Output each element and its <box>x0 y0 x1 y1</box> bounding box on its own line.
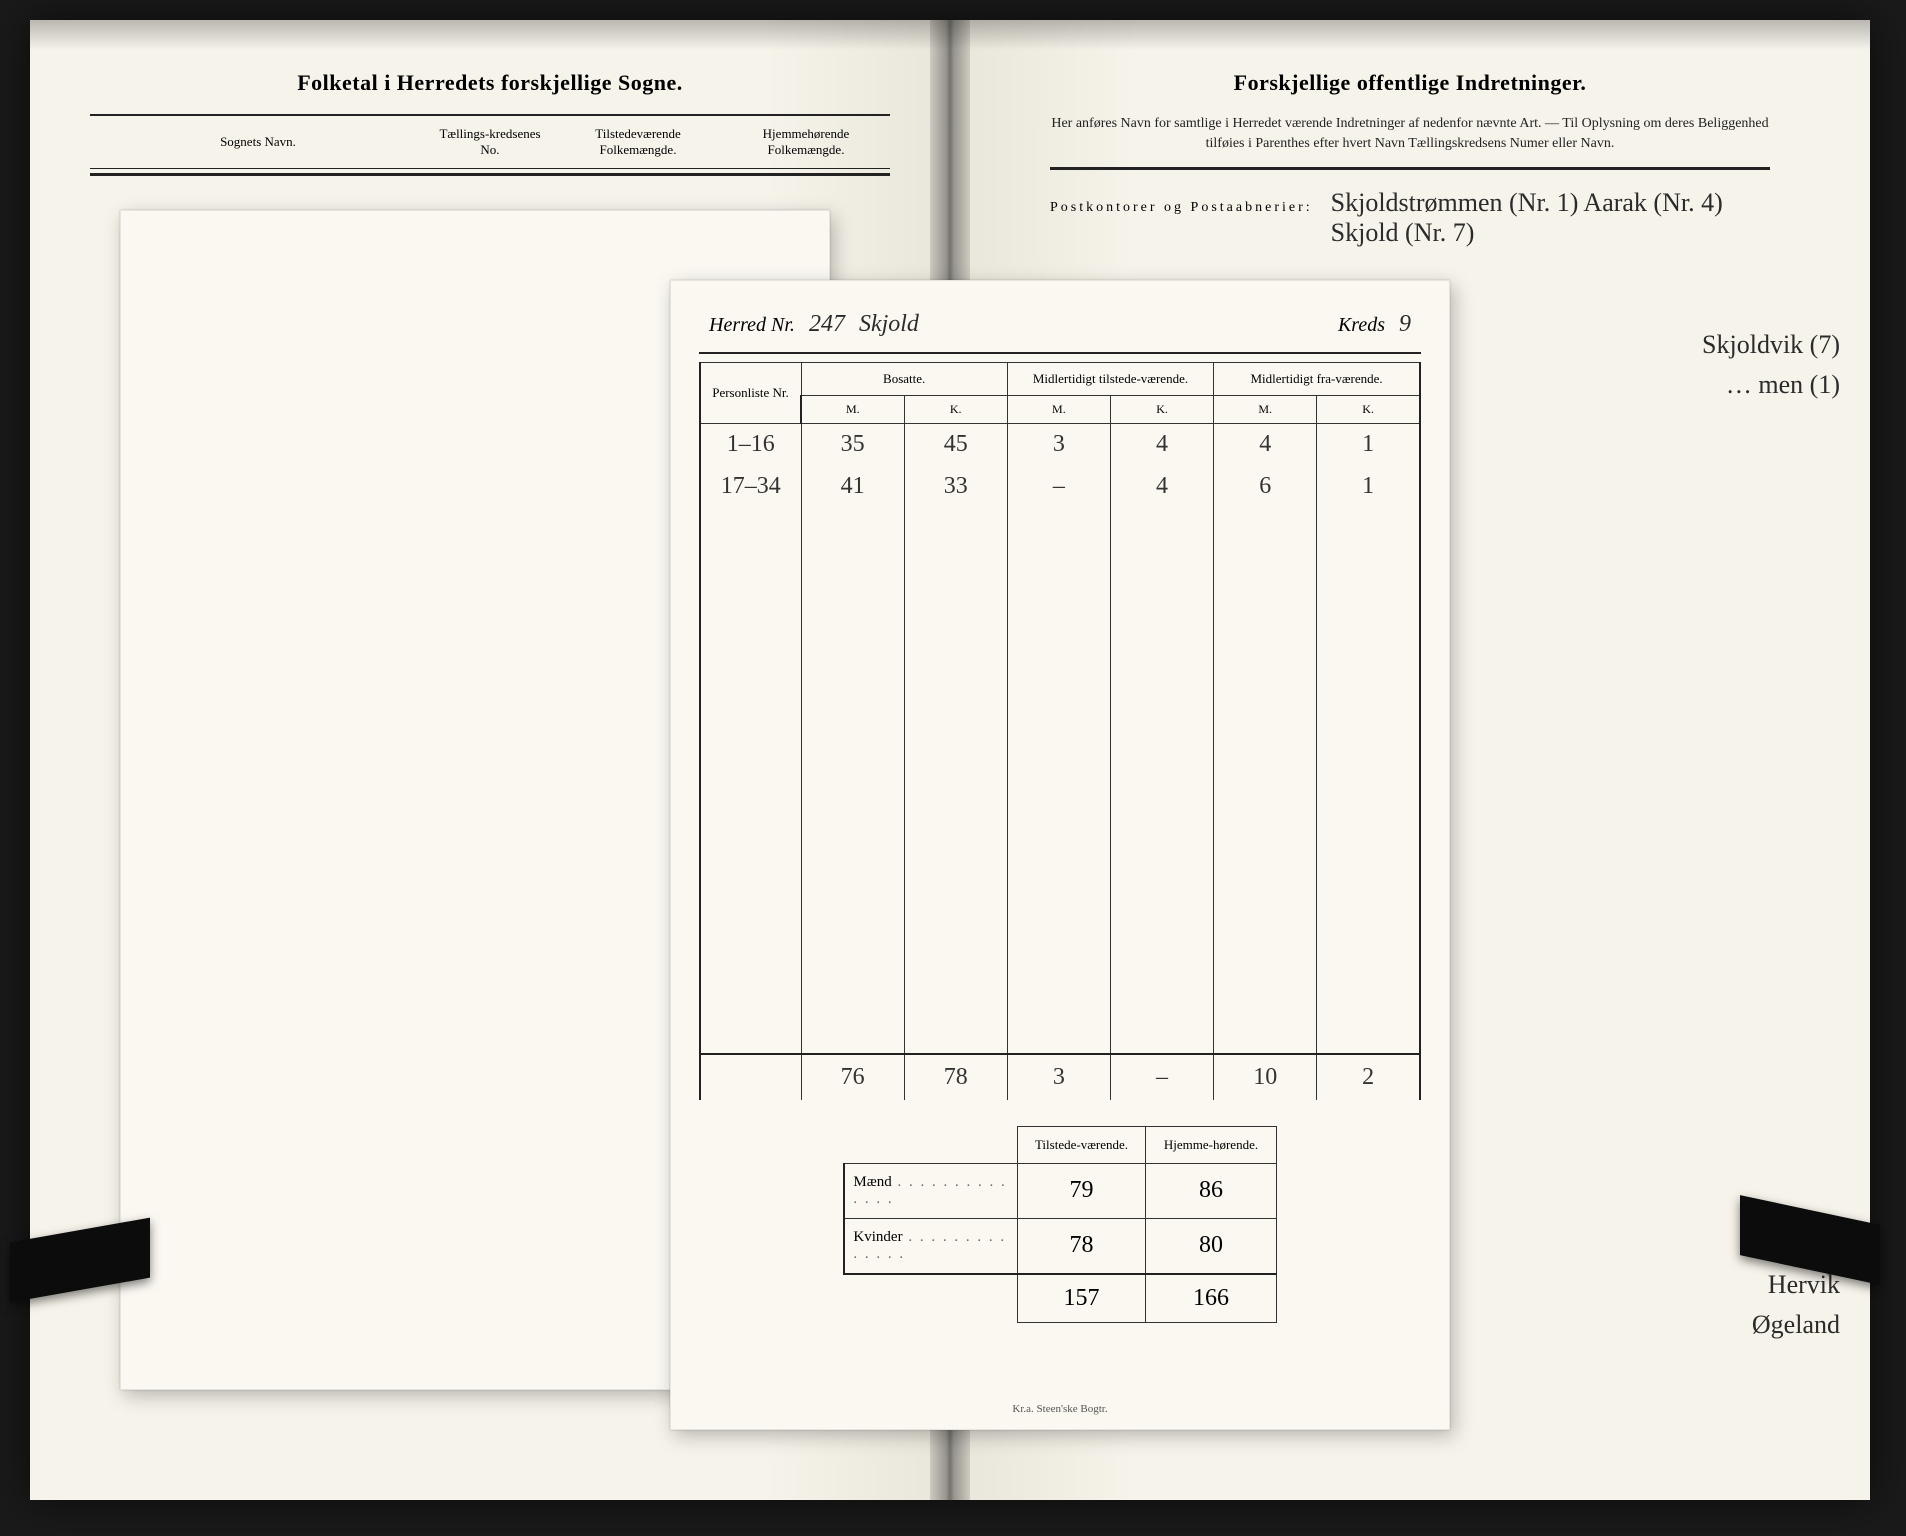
margin-note-d: Øgeland <box>1752 1310 1840 1340</box>
table-row: 1–16 35 45 3 4 4 1 <box>700 424 1420 466</box>
margin-note-b: … men (1) <box>1726 370 1840 400</box>
th-m: M. <box>1007 396 1110 424</box>
cell: – <box>1007 466 1110 508</box>
th-person: Personliste Nr. <box>700 363 801 424</box>
cell: 4 <box>1110 466 1213 508</box>
kvinder-label: Kvinder <box>853 1229 1006 1262</box>
cell: 86 <box>1146 1163 1276 1218</box>
th-m: M. <box>801 396 904 424</box>
cell: 41 <box>801 466 904 508</box>
cell: 166 <box>1146 1274 1276 1323</box>
left-page-title: Folketal i Herredets forskjellige Sogne. <box>90 70 890 96</box>
cell: 3 <box>1007 424 1110 466</box>
table-row <box>700 592 1420 634</box>
th-fra: Midlertidigt fra-værende. <box>1214 363 1420 396</box>
kreds-label: Kreds <box>1338 314 1385 337</box>
col-kreds-no: Tællings-kredsenes No. <box>426 115 554 169</box>
table-row <box>700 508 1420 550</box>
cell: 80 <box>1146 1218 1276 1274</box>
cell: 76 <box>801 1054 904 1100</box>
totals-row: 76 78 3 – 10 2 <box>700 1054 1420 1100</box>
table-row <box>700 802 1420 844</box>
post-label: Postkontorer og Postaabnerier: <box>1050 200 1313 216</box>
cell: 1–16 <box>700 424 801 466</box>
open-book: Folketal i Herredets forskjellige Sogne.… <box>30 20 1870 1500</box>
cell: 10 <box>1214 1054 1317 1100</box>
cell: – <box>1110 1054 1213 1100</box>
herred-nr: 247 <box>809 311 845 338</box>
cell: 45 <box>904 424 1007 466</box>
right-intro: Her anføres Navn for samtlige i Herredet… <box>1050 114 1770 153</box>
table-row <box>700 760 1420 802</box>
th-k: K. <box>1317 396 1420 424</box>
col-hjemme: Hjemmehørende Folkemængde. <box>722 115 890 169</box>
kreds-nr: 9 <box>1399 311 1411 338</box>
table-row <box>700 550 1420 592</box>
left-header-table: Sognets Navn. Tællings-kredsenes No. Til… <box>90 114 890 169</box>
col-sogn: Sognets Navn. <box>90 115 426 169</box>
cell: 157 <box>1017 1274 1146 1323</box>
table-row <box>700 718 1420 760</box>
table-row <box>700 970 1420 1012</box>
th-k: K. <box>1110 396 1213 424</box>
table-row <box>700 844 1420 886</box>
table-row <box>700 634 1420 676</box>
summary-row: Mænd 79 86 <box>844 1163 1276 1218</box>
printer-credit: Kr.a. Steen'ske Bogtr. <box>1012 1403 1107 1415</box>
cell: 2 <box>1317 1054 1420 1100</box>
margin-note-a: Skjoldvik (7) <box>1702 330 1840 360</box>
maend-label: Mænd <box>853 1174 1006 1207</box>
th-m: M. <box>1214 396 1317 424</box>
rule <box>90 173 890 176</box>
worksheet-header: Herred Nr. 247 Skjold Kreds 9 <box>699 311 1421 354</box>
summary-row: Kvinder 78 80 <box>844 1218 1276 1274</box>
cell: 17–34 <box>700 466 801 508</box>
cell: 78 <box>1017 1218 1146 1274</box>
right-page-title: Forskjellige offentlige Indretninger. <box>1010 70 1810 96</box>
margin-note-c: Hervik <box>1768 1270 1840 1300</box>
post-value-1: Skjoldstrømmen (Nr. 1) Aarak (Nr. 4) <box>1331 188 1770 218</box>
table-row: 17–34 41 33 – 4 6 1 <box>700 466 1420 508</box>
table-row <box>700 676 1420 718</box>
cell: 35 <box>801 424 904 466</box>
cell: 4 <box>1110 424 1213 466</box>
cell: 3 <box>1007 1054 1110 1100</box>
table-row <box>700 928 1420 970</box>
cell: 78 <box>904 1054 1007 1100</box>
cell: 79 <box>1017 1163 1146 1218</box>
table-row <box>700 1012 1420 1054</box>
post-value-2: Skjold (Nr. 7) <box>1331 218 1770 248</box>
herred-name: Skjold <box>859 311 919 338</box>
col-tilstede: Tilstedeværende Folkemængde. <box>554 115 722 169</box>
herred-label: Herred Nr. <box>709 314 795 337</box>
shadow <box>30 20 1870 50</box>
table-row <box>700 886 1420 928</box>
rule <box>1050 167 1770 170</box>
th-k: K. <box>904 396 1007 424</box>
cell: 4 <box>1214 424 1317 466</box>
cell: 1 <box>1317 466 1420 508</box>
summary-table: Tilstede-værende. Hjemme-hørende. Mænd 7… <box>843 1126 1276 1323</box>
th-tilstede: Midlertidigt tilstede-værende. <box>1007 363 1213 396</box>
sum-col-hjemme: Hjemme-hørende. <box>1146 1126 1276 1163</box>
worksheet-table: Personliste Nr. Bosatte. Midlertidigt ti… <box>699 362 1421 1100</box>
sum-col-tilstede: Tilstede-værende. <box>1017 1126 1146 1163</box>
worksheet-sheet: Herred Nr. 247 Skjold Kreds 9 Personlist… <box>670 280 1450 1430</box>
cell: 6 <box>1214 466 1317 508</box>
post-field: Postkontorer og Postaabnerier: Skjoldstr… <box>1050 188 1770 248</box>
th-bosatte: Bosatte. <box>801 363 1007 396</box>
cell: 33 <box>904 466 1007 508</box>
summary-total-row: 157 166 <box>844 1274 1276 1323</box>
cell: 1 <box>1317 424 1420 466</box>
